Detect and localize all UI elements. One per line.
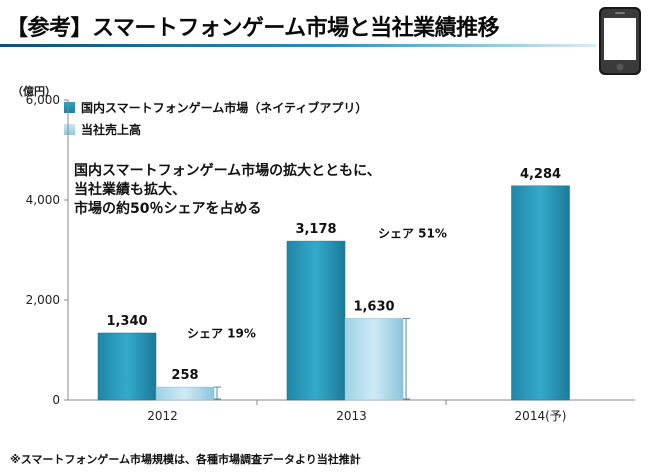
legend-item-company: 当社売上高 — [64, 118, 367, 140]
note-line: 市場の約50％シェアを占める — [74, 201, 262, 217]
legend-item-market: 国内スマートフォンゲーム市場（ネイティブアプリ） — [64, 96, 367, 118]
bar-market — [511, 185, 570, 401]
data-label-company: 258 — [171, 368, 198, 383]
data-label-company: 1,630 — [353, 300, 394, 315]
x-tick-label: 2012 — [147, 409, 178, 423]
bar-company — [155, 386, 215, 401]
y-tick-label: 4,000 — [26, 193, 60, 207]
y-axis-unit: （億円） — [12, 85, 56, 98]
smartphone-icon — [599, 7, 641, 75]
bar-market — [97, 332, 157, 401]
header: 【参考】スマートフォンゲーム市場と当社業績推移 — [0, 0, 650, 48]
page-title: 【参考】スマートフォンゲーム市場と当社業績推移 — [6, 16, 500, 41]
legend-label-market: 国内スマートフォンゲーム市場（ネイティブアプリ） — [81, 100, 368, 115]
data-label-market: 3,178 — [295, 222, 336, 237]
y-tick-label: 2,000 — [26, 293, 60, 307]
bar-market — [286, 240, 346, 401]
share-annotation: シェア 19% — [187, 327, 256, 341]
data-label-market: 1,340 — [106, 314, 147, 329]
x-tick-label: 2013 — [336, 409, 367, 423]
legend-swatch-market — [64, 101, 75, 113]
data-label-market: 4,284 — [520, 167, 561, 182]
chart-callout-note: 国内スマートフォンゲーム市場の拡大とともに、 当社業績も拡大、 市場の約50％シ… — [74, 162, 381, 219]
legend-swatch-company — [64, 123, 75, 135]
note-line: 当社業績も拡大、 — [74, 182, 186, 198]
x-tick-label: 2014(予) — [515, 409, 567, 423]
bar-company — [344, 318, 404, 401]
note-line: 国内スマートフォンゲーム市場の拡大とともに、 — [74, 163, 381, 179]
chart-legend: 国内スマートフォンゲーム市場（ネイティブアプリ） 当社売上高 — [64, 96, 367, 140]
y-tick-label: 0 — [52, 393, 60, 407]
title-underline — [0, 44, 596, 47]
footnote: ※スマートフォンゲーム市場規模は、各種市場調査データより当社推計 — [10, 453, 361, 466]
legend-label-company: 当社売上高 — [81, 122, 142, 137]
share-annotation: シェア 51% — [378, 227, 447, 241]
